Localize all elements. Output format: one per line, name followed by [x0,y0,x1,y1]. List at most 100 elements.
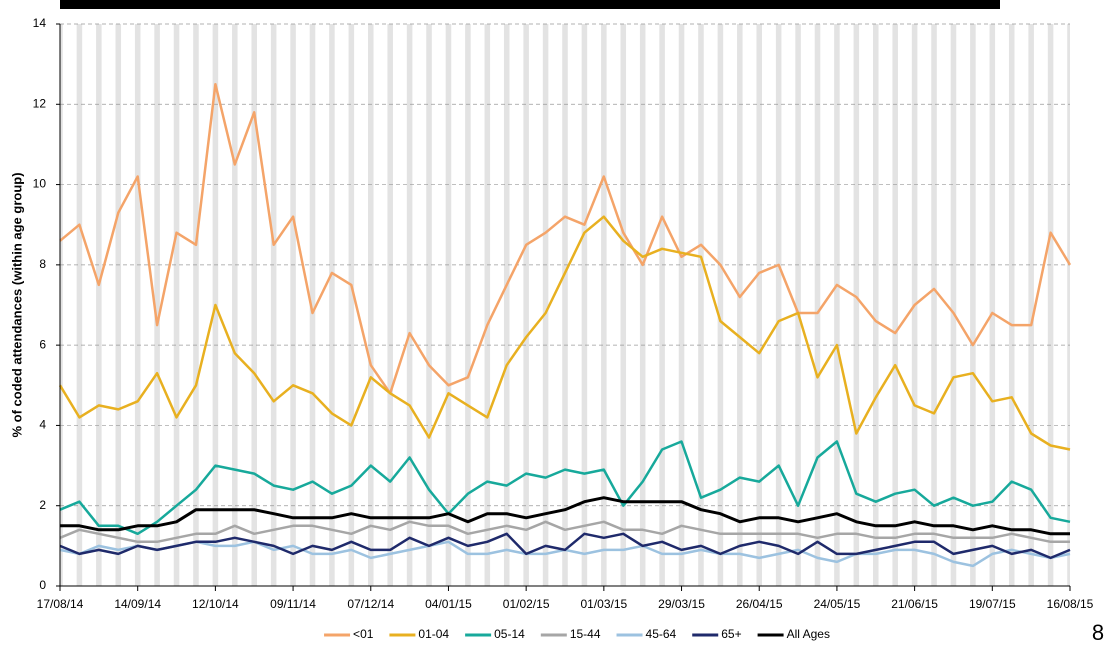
weekend-band [406,24,413,586]
x-tick-label: 19/07/15 [969,597,1016,611]
x-tick-label: 01/02/15 [503,597,550,611]
weekend-band [872,24,879,586]
page-number: 8 [1092,620,1104,645]
weekend-band [562,24,568,586]
legend-label: 45-64 [646,627,677,641]
legend-label: 65+ [721,627,741,641]
weekend-bands [60,24,1070,586]
weekend-band [465,24,471,586]
weekend-band [387,24,393,586]
weekend-band [309,24,316,586]
legend-item: 05-14 [465,627,525,641]
series-line [59,520,1070,544]
weekend-band [134,24,141,586]
weekend-band [698,24,704,586]
weekend-band [60,24,63,586]
weekend-band [989,24,996,586]
x-tick-label: 09/11/14 [270,597,316,611]
weekend-band [853,24,860,586]
weekend-band [115,24,122,586]
weekend-band [329,24,335,586]
weekend-band [523,24,529,586]
weekend-band [639,24,646,586]
x-tick-label: 29/03/15 [658,597,705,611]
x-tick-label: 07/12/14 [347,597,394,611]
y-tick-label: 12 [33,96,47,110]
weekend-band [426,24,432,586]
x-tick-label: 21/06/15 [891,597,938,611]
legend-item: 01-04 [389,627,449,641]
series-line [58,215,1071,451]
x-tick-label: 12/10/14 [192,597,239,611]
y-tick-label: 14 [33,16,47,30]
weekend-band [484,24,491,586]
grid [60,23,1070,507]
x-tick-label: 01/03/15 [580,597,627,611]
y-tick-label: 6 [39,337,46,351]
series-lines [58,82,1072,568]
weekend-band [737,24,743,586]
weekend-band [581,24,588,586]
weekend-band [970,24,976,586]
weekend-band [348,24,355,586]
weekend-band [367,24,374,586]
weekend-band [445,24,452,586]
weekend-band [659,24,665,586]
weekend-band [270,24,277,586]
weekend-band [950,24,957,586]
series-line [59,532,1071,560]
weekend-band [601,24,607,586]
legend-item: 45-64 [616,627,677,641]
legend-item: <01 [324,627,374,641]
weekend-band [1028,24,1034,586]
series-line [59,440,1071,536]
legend-item: 65+ [692,627,742,641]
x-tick-label: 14/09/14 [114,597,161,611]
y-axis-label: % of coded attendances (within age group… [9,172,24,437]
legend-item: 15-44 [540,627,601,641]
y-tick-label: 4 [39,418,46,432]
weekend-band [542,24,549,586]
legend-label: <01 [353,627,374,641]
weekend-band [756,24,763,586]
legend: <01 01-04 05-14 15-44 45-64 65+ All Ages [324,627,830,641]
weekend-band [931,24,937,586]
y-tick-label: 0 [39,578,46,592]
weekend-band [1008,24,1015,586]
legend-label: 05-14 [494,627,525,641]
weekend-band [290,24,296,586]
weekend-band [232,24,238,586]
y-tick-label: 2 [39,498,46,512]
weekend-band [76,24,83,586]
legend-item: All Ages [757,627,830,641]
weekend-band [620,24,627,586]
x-tick-label: 17/08/14 [37,597,84,611]
weekend-band [251,24,258,586]
legend-label: All Ages [787,627,830,641]
series-line [59,82,1072,395]
axes: 0 2 4 6 8 10 12 14 17/08/14 14/09/14 12/10/14 09/11… [33,16,1094,611]
x-tick-label: 04/01/15 [425,597,472,611]
y-tick-label: 10 [33,177,47,191]
weekend-band [834,24,840,586]
legend-label: 15-44 [570,627,601,641]
weekend-band [154,24,160,586]
weekend-band [1067,24,1070,586]
x-tick-label: 26/04/15 [736,597,783,611]
y-tick-label: 8 [39,257,46,271]
weekend-band [795,24,801,586]
weekend-band [775,24,782,586]
weekend-band [503,24,510,586]
weekend-band [1047,24,1054,586]
weekend-band [193,24,199,586]
weekend-band [96,24,102,586]
x-tick-label: 16/08/15 [1047,597,1094,611]
legend-label: 01-04 [418,627,449,641]
series-line [60,496,1070,536]
header-bar [60,0,1000,9]
weekend-band [892,24,898,586]
weekend-band [814,24,821,586]
weekend-band [173,24,180,586]
x-tick-label: 24/05/15 [814,597,861,611]
